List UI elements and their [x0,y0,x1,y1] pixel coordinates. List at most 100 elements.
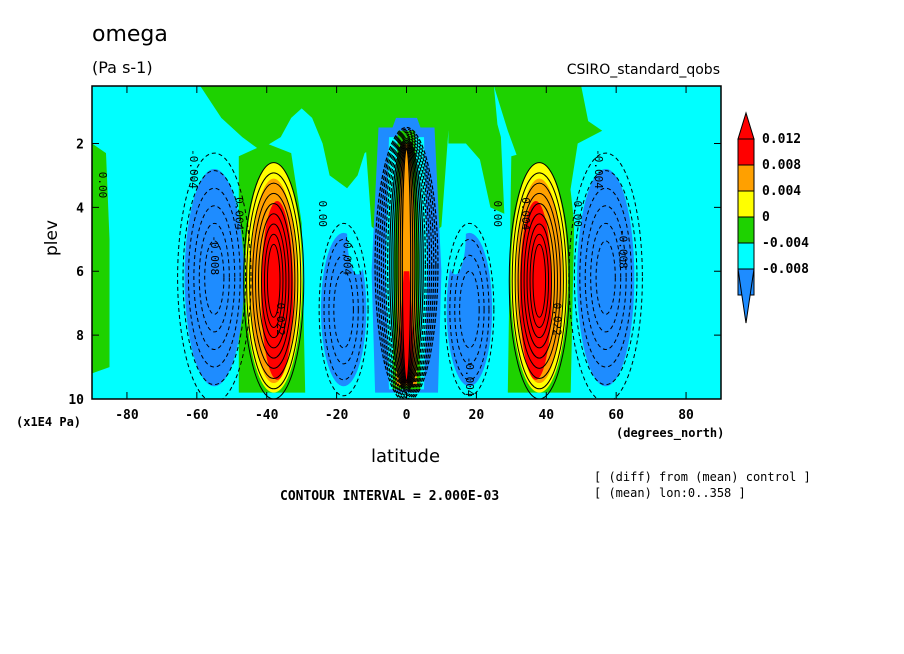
cyan-patch-inner-east [444,191,466,275]
contour-label: 0.022 [550,303,563,336]
x-tick-label: 60 [608,408,624,423]
chart-title: omega [92,22,168,47]
chart-units: (Pa s-1) [92,58,153,77]
contour-line-inner-east [459,270,480,349]
contour-line-cold-east [584,205,627,350]
contour-line-warm-west [246,172,302,390]
y-tick-label: 8 [76,329,84,344]
contour-line-center [393,141,420,389]
contour-line-center [391,139,422,391]
contour-line-warm-west [266,243,281,318]
contour-label: 0.00 [571,201,584,228]
contour-label: 0.004 [519,197,532,230]
contour-line-layer [177,126,643,399]
contour-line-warm-west [263,233,284,328]
contour-line-warm-west [255,203,293,359]
x-tick-label: 40 [538,408,554,423]
contour-line-warm-west [258,213,290,349]
contour-line-cold-east [579,187,633,368]
contour-label: 0.004 [232,197,245,230]
contour-label: 0.00 [491,201,504,228]
colorbar-swatch [737,138,755,166]
contour-line-warm-west [252,192,296,369]
contour-line-inner-west [323,238,364,381]
contour-line-center [389,138,424,392]
blue-cell-west [184,169,245,387]
contour-line-inner-west [318,222,369,397]
red-cell-east [519,200,552,380]
y-tick-label: 4 [76,201,84,216]
contour-line-warm-west [249,182,299,380]
contour-label: -0.004 [187,149,200,189]
contour-line-cold-west [187,187,241,368]
colorbar-swatch [737,216,755,244]
contour-label: 0.00 [316,201,329,228]
contour-line-inner-east [454,254,485,365]
colorbar-label: 0 [762,210,770,225]
contour-line-center [382,133,431,397]
colorbar-label: 0.008 [762,158,801,173]
contour-line-warm-east [511,172,567,390]
contour-line-warm-east [514,182,564,380]
contour-line-inner-east [449,238,490,381]
colorbar-arrow-top [737,111,755,140]
mean-note: [ (mean) lon:0..358 ] [594,486,746,500]
contour-line-center [397,144,416,386]
contour-label: 0.00 [96,172,109,199]
contour-line-warm-east [520,203,558,359]
contour-interval: CONTOUR INTERVAL = 2.000E-03 [280,489,500,504]
colorbar-arrow-bottom [737,268,755,324]
contour-line-inner-west [328,254,359,365]
contour-line-center [387,136,426,394]
contour-line-inner-west [333,270,354,349]
colorbar-label: 0.004 [762,184,801,199]
x-axis-unit: (degrees_north) [616,426,725,440]
cyan-patch-inner-west [347,191,369,275]
green-region-west-edge [92,143,110,374]
colorbar-swatch [737,190,755,218]
contour-line-cold-west [198,222,230,333]
contour-line-center [401,147,412,383]
contour-line-center [395,142,418,387]
dataset-label: CSIRO_standard_qobs [566,62,720,78]
y-tick-label: 2 [76,137,84,152]
y-axis-unit: (x1E4 Pa) [16,415,82,429]
contour-line-warm-east [526,223,553,339]
contour-line-cold-east [573,170,638,386]
contour-line-warm-east [532,243,547,318]
contour-line-cold-west [182,170,247,386]
contour-line-cold-west [204,240,225,315]
colorbar-label: -0.008 [762,262,809,277]
red-cell-west [261,200,294,380]
contour-line-center [376,128,437,399]
colorbar-label: -0.004 [762,236,809,251]
colorbar-label: 0.012 [762,132,801,147]
colorbar-swatch [737,242,755,270]
x-tick-label: -80 [115,408,139,423]
colorbar: 0.012 0.008 0.004 0 -0.004 -0.008 [737,111,809,324]
contour-label-layer: 0.00 -0.004 -0.008 0.004 0.022 0.00 -0.004 -0.0… [96,149,630,397]
contour-label: -0.008 [617,229,630,269]
x-tick-label: -60 [185,408,209,423]
x-tick-label: 80 [678,408,694,423]
blue-cell-east [577,169,635,387]
contour-label: 0.022 [274,303,287,336]
contour-line-warm-east [529,233,550,328]
contour-line-warm-west [243,162,305,399]
x-axis-label: latitude [371,446,441,467]
contour-line-cold-east [595,240,616,315]
diff-note: [ (diff) from (mean) control ] [594,470,811,484]
contour-label: -0.008 [208,235,221,275]
contour-line-warm-east [517,192,561,369]
contour-line-inner-east [444,222,495,397]
contour-line-warm-west [260,223,287,339]
contour-line-warm-east [523,213,555,349]
contour-line-cold-east [590,222,622,333]
contour-line-center [378,130,435,399]
contour-line-cold-west [193,205,236,350]
axis-ticks: -80 -60 -40 -20 0 20 40 60 80 2 4 6 8 10 [68,86,721,423]
contour-label: -0.004 [592,149,605,189]
contour-label: -0.004 [341,235,354,275]
contour-line-center [374,126,439,399]
